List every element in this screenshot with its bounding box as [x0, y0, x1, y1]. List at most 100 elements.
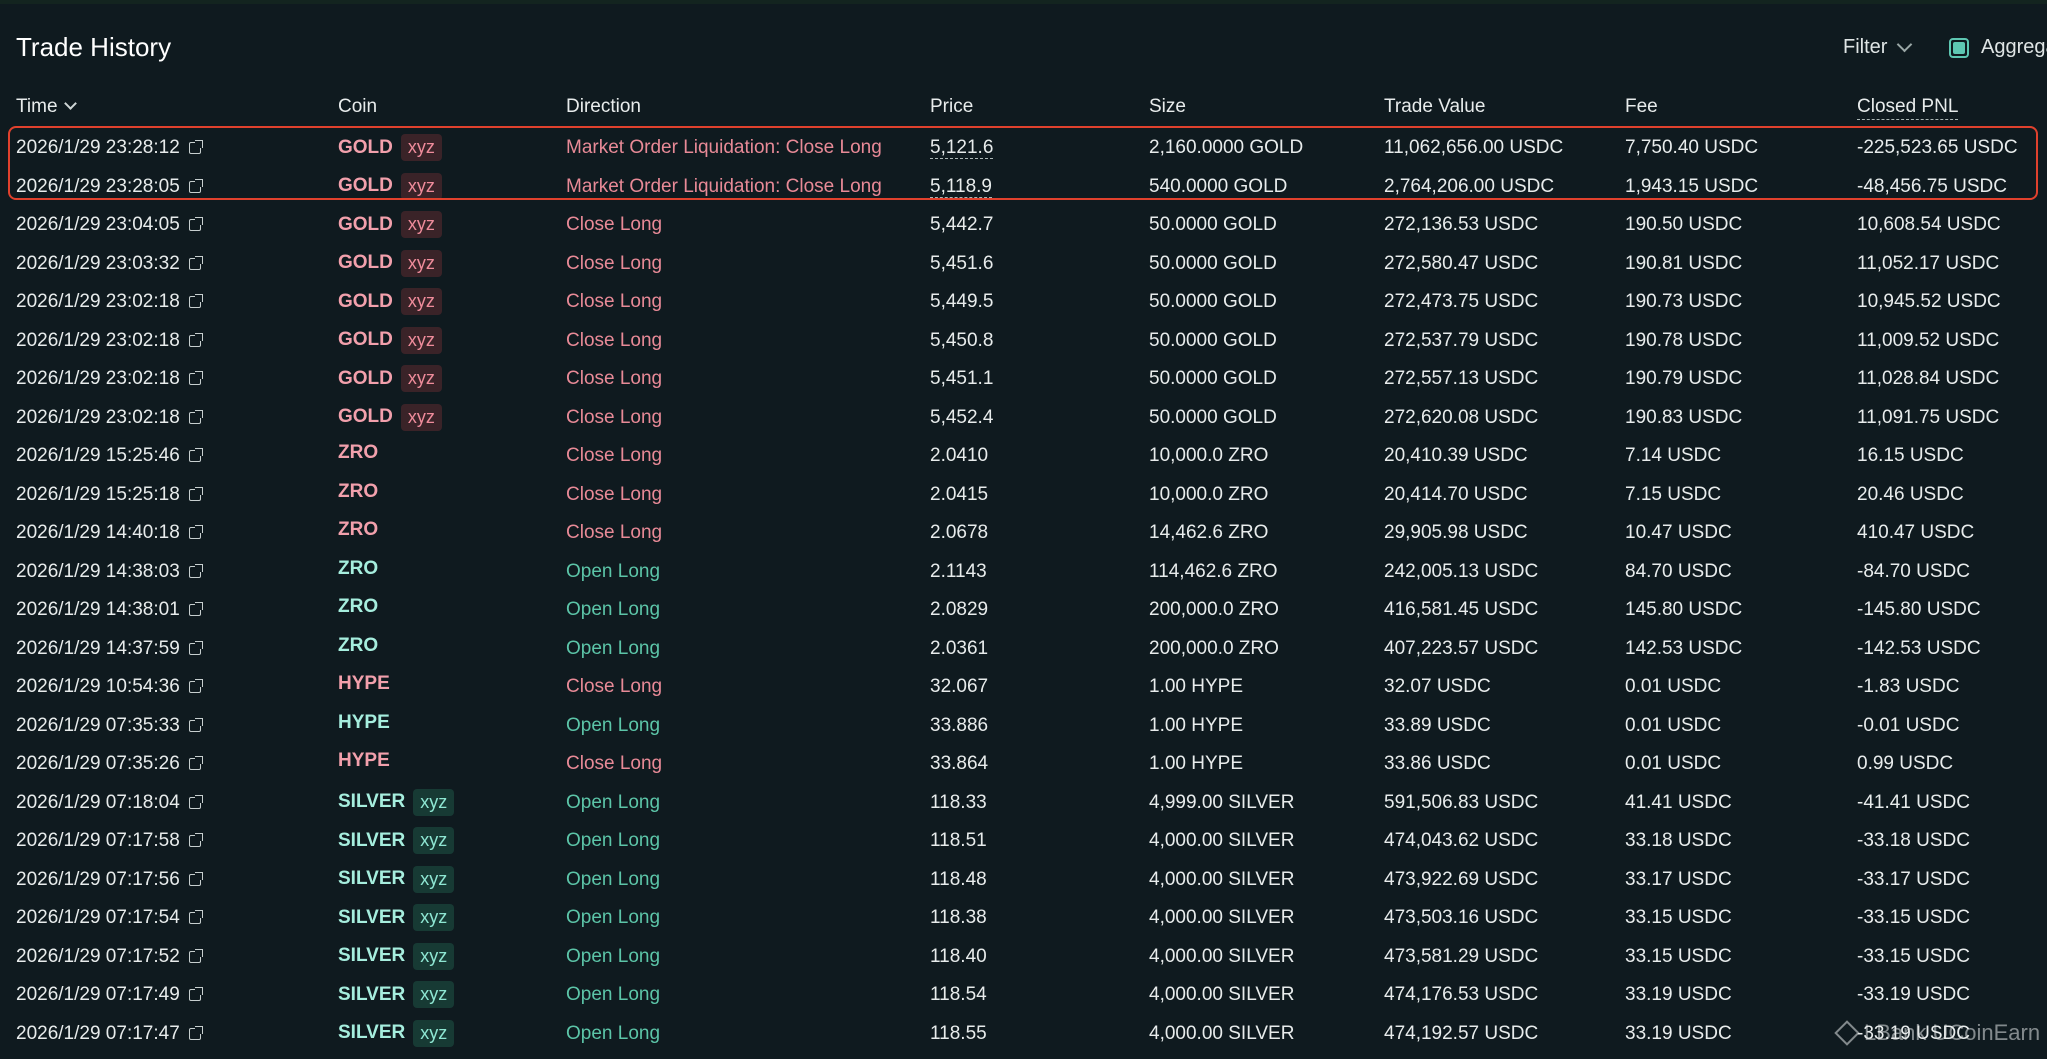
closed-pnl-value: 11,028.84 USDC	[1857, 368, 2000, 389]
trade-time: 2026/1/29 23:28:12	[16, 137, 180, 158]
chevron-down-icon	[1897, 36, 1913, 53]
coin-symbol[interactable]: GOLD	[338, 367, 393, 389]
header-time[interactable]: Time	[16, 96, 77, 118]
trade-value: 20,410.39 USDC	[1384, 445, 1528, 466]
fee-value: 41.41 USDC	[1625, 791, 1732, 813]
coin-symbol[interactable]: ZRO	[338, 557, 379, 579]
size-value: 50.0000 GOLD	[1149, 406, 1277, 428]
coin-symbol[interactable]: GOLD	[338, 406, 393, 427]
trade-value: 407,223.57 USDC	[1384, 637, 1539, 659]
external-link-icon[interactable]	[188, 910, 203, 924]
coin-symbol[interactable]: ZRO	[338, 519, 379, 540]
external-link-icon[interactable]	[188, 255, 203, 270]
coin-symbol[interactable]: GOLD	[338, 213, 393, 235]
coin-symbol[interactable]: SILVER	[338, 791, 406, 812]
external-link-icon[interactable]	[188, 756, 203, 770]
coin-symbol[interactable]: ZRO	[338, 442, 379, 463]
trade-time: 2026/1/29 23:03:32	[16, 252, 180, 274]
price-value: 2.0415	[930, 483, 989, 505]
external-link-icon[interactable]	[188, 717, 203, 732]
header-closed-pnl[interactable]: Closed PNL	[1857, 96, 1959, 120]
external-link-icon[interactable]	[188, 409, 203, 424]
coin-tag-badge: xyz	[400, 365, 442, 392]
coin-symbol[interactable]: GOLD	[338, 175, 393, 196]
external-link-icon[interactable]	[188, 332, 203, 347]
aggregate-checkbox[interactable]	[1949, 37, 1969, 58]
coin-symbol[interactable]: ZRO	[338, 480, 379, 502]
external-link-icon[interactable]	[188, 833, 203, 847]
direction-text: Open Long	[566, 868, 661, 890]
table-row: 2026/1/29 07:35:33 HYPE Open Long 33.886 1.0…	[0, 706, 2047, 745]
external-link-icon[interactable]	[188, 640, 203, 655]
coin-tag-badge: xyz	[413, 904, 455, 931]
external-link-icon[interactable]	[188, 448, 203, 462]
price-value: 5,451.6	[930, 252, 994, 274]
trade-value: 272,537.79 USDC	[1384, 329, 1539, 351]
coin-tag-badge: xyz	[413, 865, 455, 893]
external-link-icon[interactable]	[188, 294, 203, 308]
closed-pnl-value: -33.17 USDC	[1857, 868, 1970, 890]
fee-value: 33.18 USDC	[1625, 830, 1732, 851]
external-link-icon[interactable]	[188, 602, 203, 616]
coin-symbol[interactable]: SILVER	[338, 906, 406, 928]
external-link-icon[interactable]	[188, 486, 203, 501]
direction-text: Close Long	[566, 483, 663, 505]
trade-time: 2026/1/29 15:25:46	[16, 445, 180, 466]
coin-symbol[interactable]: GOLD	[338, 329, 393, 350]
external-link-icon[interactable]	[188, 525, 203, 539]
coin-tag-badge: xyz	[413, 981, 455, 1008]
direction-text: Market Order Liquidation: Close Long	[566, 175, 882, 197]
external-link-icon[interactable]	[188, 1025, 203, 1040]
external-link-icon[interactable]	[188, 987, 203, 1001]
external-link-icon[interactable]	[188, 679, 203, 693]
closed-pnl-value: 10,608.54 USDC	[1857, 214, 2001, 235]
direction-text: Close Long	[566, 753, 663, 774]
external-link-icon[interactable]	[188, 948, 203, 963]
size-value: 200,000.0 ZRO	[1149, 637, 1279, 659]
coin-symbol[interactable]: ZRO	[338, 596, 379, 617]
external-link-icon[interactable]	[188, 794, 203, 809]
coin-symbol[interactable]: SILVER	[338, 1022, 406, 1043]
fee-value: 0.01 USDC	[1625, 753, 1722, 774]
coin-symbol[interactable]: HYPE	[338, 750, 390, 771]
direction-text: Open Long	[566, 791, 661, 813]
external-link-icon[interactable]	[188, 178, 203, 193]
coin-symbol[interactable]: HYPE	[338, 673, 390, 694]
trade-value: 272,136.53 USDC	[1384, 214, 1539, 235]
coin-symbol[interactable]: GOLD	[338, 290, 393, 312]
trade-time: 2026/1/29 23:02:18	[16, 406, 180, 428]
table-row: 2026/1/29 23:28:12 GOLD xyz Market Order Li…	[0, 128, 2047, 167]
price-value: 118.51	[930, 830, 987, 851]
coin-tag-badge: xyz	[400, 134, 442, 161]
closed-pnl-value: -33.15 USDC	[1857, 945, 1970, 967]
direction-text: Open Long	[566, 945, 661, 967]
watermark-text: LBank UCoinEarn	[1864, 1020, 2041, 1045]
page-title: Trade History	[16, 32, 172, 62]
external-link-icon[interactable]	[188, 563, 203, 578]
header-time-label: Time	[16, 96, 58, 117]
price-value: 118.40	[930, 945, 987, 967]
price-value: 5,118.9	[930, 175, 992, 198]
coin-symbol[interactable]: SILVER	[338, 983, 406, 1005]
trade-value: 272,620.08 USDC	[1384, 406, 1539, 428]
external-link-icon[interactable]	[188, 217, 203, 231]
direction-text: Close Long	[566, 252, 663, 274]
closed-pnl-value: -48,456.75 USDC	[1857, 175, 2007, 197]
coin-symbol[interactable]: HYPE	[338, 711, 390, 733]
coin-tag-badge: xyz	[400, 172, 442, 200]
filter-dropdown[interactable]: Filter	[1843, 36, 1913, 59]
coin-symbol[interactable]: SILVER	[338, 829, 406, 851]
fee-value: 190.78 USDC	[1625, 329, 1743, 351]
coin-symbol[interactable]: GOLD	[338, 136, 393, 158]
table-row: 2026/1/29 23:28:05 GOLD xyz Market Order Li…	[0, 167, 2047, 206]
coin-symbol[interactable]: SILVER	[338, 868, 406, 889]
external-link-icon[interactable]	[188, 371, 203, 385]
external-link-icon[interactable]	[188, 140, 203, 154]
aggregate-toggle[interactable]: Aggregate	[1949, 36, 2047, 59]
closed-pnl-value: -145.80 USDC	[1857, 599, 1981, 620]
external-link-icon[interactable]	[188, 871, 203, 886]
coin-symbol[interactable]: ZRO	[338, 634, 379, 656]
coin-symbol[interactable]: GOLD	[338, 252, 393, 273]
fee-value: 33.17 USDC	[1625, 868, 1732, 890]
coin-symbol[interactable]: SILVER	[338, 945, 406, 966]
